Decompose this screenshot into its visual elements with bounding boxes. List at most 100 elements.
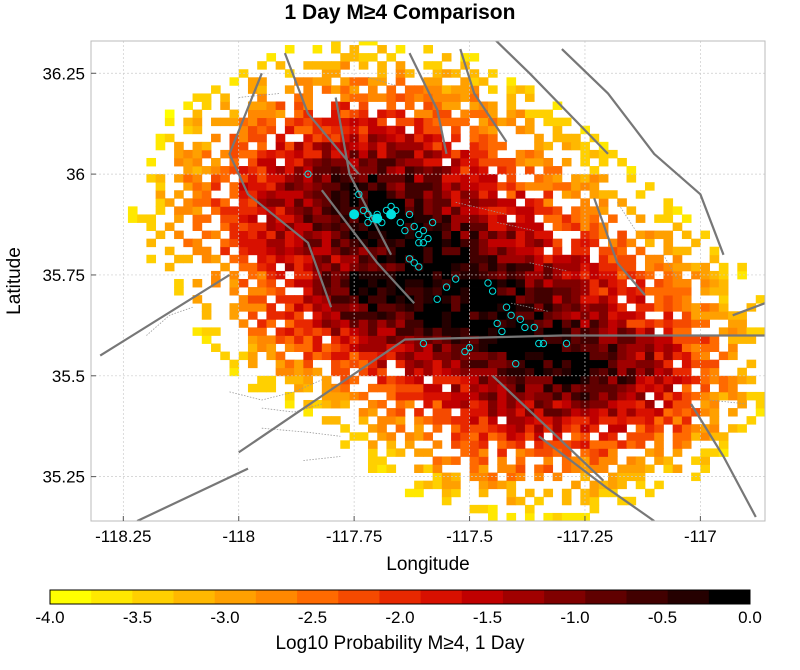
heatmap-cell [663,311,674,320]
heatmap-cell [497,295,507,304]
heatmap-cell [303,262,313,272]
heatmap-cell [580,367,590,377]
heatmap-cell [589,343,600,352]
heatmap-cell [312,214,323,223]
heatmap-cell [321,416,332,425]
heatmap-cell [211,157,221,167]
heatmap-cell [367,456,378,465]
heatmap-cell [451,174,461,183]
heatmap-cell [663,262,674,272]
heatmap-cell [432,69,443,78]
heatmap-cell [524,448,535,457]
heatmap-cell [377,319,387,328]
heatmap-cell [524,432,535,441]
heatmap-cell [460,319,470,328]
heatmap-cell [543,359,554,369]
heatmap-cell [626,254,637,264]
heatmap-cell [451,440,461,449]
heatmap-cell [294,174,304,183]
heatmap-cell [460,77,470,86]
colorbar-label: Log10 Probability M≥4, 1 Day [275,633,525,654]
heatmap-cell [598,399,609,409]
heatmap-cell [626,408,637,417]
heatmap-cell [312,141,323,151]
heatmap-cell [534,206,544,215]
heatmap-cell [543,303,554,312]
heatmap-cell [367,383,378,393]
heatmap-cell [488,109,498,119]
heatmap-cell [257,295,267,304]
heatmap-cell [377,295,387,304]
heatmap-cell [349,343,360,352]
heatmap-cell [644,359,655,369]
heatmap-cell [331,45,341,54]
heatmap-cell [146,174,157,183]
heatmap-cell [580,488,590,498]
heatmap-cell [571,343,581,352]
heatmap-cell [524,93,535,102]
heatmap-cell [441,375,452,385]
earthquake-marker [359,206,368,215]
heatmap-cell [515,125,526,135]
heatmap-cell [174,174,184,183]
heatmap-cell [469,238,480,248]
heatmap-cell [635,230,646,240]
heatmap-cell [340,125,350,135]
heatmap-cell [414,303,424,312]
heatmap-cell [755,399,765,409]
heatmap-cell [580,343,590,352]
heatmap-cell [312,335,323,344]
heatmap-cell [303,383,313,393]
heatmap-cell [746,359,757,369]
heatmap-cell [340,270,350,280]
heatmap-cell [580,383,590,393]
heatmap-cell [312,61,323,70]
heatmap-cell [211,343,221,352]
heatmap-cell [183,206,193,215]
heatmap-cell [571,214,581,223]
heatmap-cell [201,254,212,264]
heatmap-cell [700,303,710,312]
heatmap-cell [524,157,535,167]
heatmap-cell [681,262,692,272]
heatmap-cell [331,246,341,256]
heatmap-cell [155,174,166,183]
heatmap-cell [423,295,434,304]
heatmap-cell [303,198,313,207]
heatmap-cell [414,85,424,94]
heatmap-cell [488,206,498,215]
heatmap-cell [534,262,544,272]
heatmap-cell [386,391,397,401]
heatmap-cell [488,480,498,490]
heatmap-cell [386,149,397,159]
heatmap-cell [247,230,258,240]
heatmap-cell [561,190,572,199]
heatmap-cell [432,480,443,490]
heatmap-cell [423,391,434,401]
heatmap-cell [284,246,295,256]
heatmap-cell [506,351,517,361]
heatmap-cell [155,190,166,199]
heatmap-cell [321,149,332,159]
heatmap-cell [534,472,544,482]
heatmap-cell [294,343,304,352]
earthquake-marker [465,343,474,352]
heatmap-cell [506,327,517,336]
heatmap-cell [460,399,470,409]
heatmap-cell [497,391,507,401]
heatmap-cell [266,198,277,207]
heatmap-cell [709,311,720,320]
heatmap-cell [746,327,757,336]
heatmap-cell [552,351,563,361]
heatmap-cell [395,351,406,361]
heatmap-cell [561,117,572,127]
heatmap-cell [201,214,212,223]
heatmap-cell [728,319,738,328]
heatmap-cell [312,133,323,143]
heatmap-cell [164,246,175,256]
heatmap-cell [598,327,609,336]
heatmap-cell [534,198,544,207]
heatmap-cell [672,343,683,352]
heatmap-cell [488,319,498,328]
heatmap-cell [506,488,517,498]
